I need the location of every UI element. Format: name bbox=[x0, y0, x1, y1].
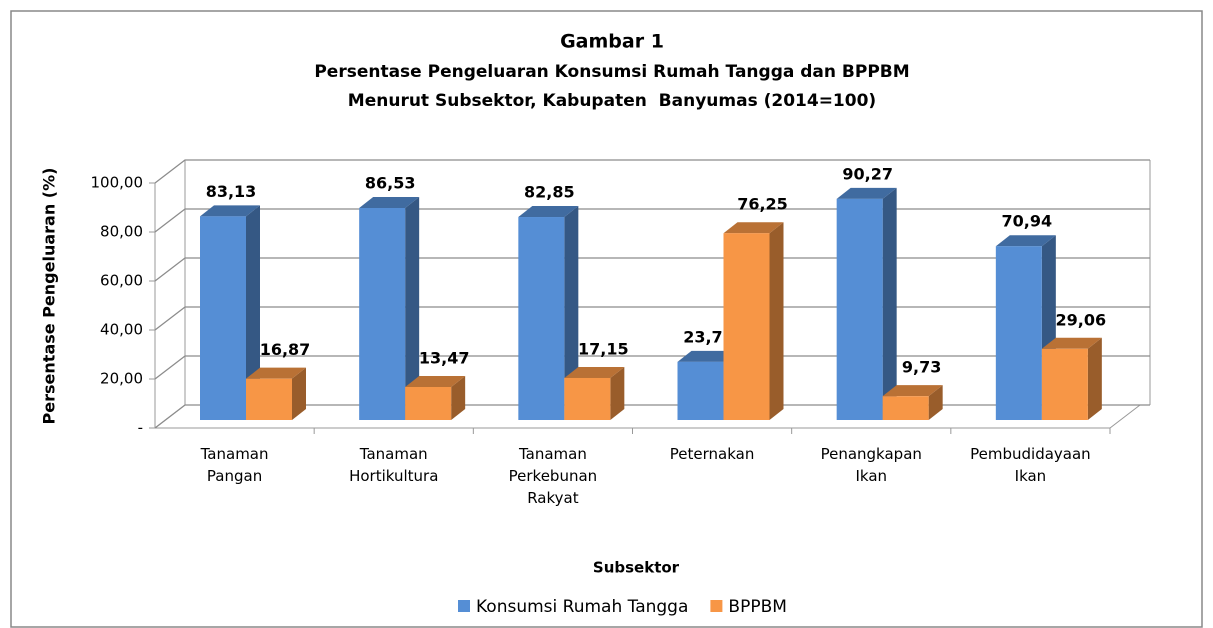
bar-top bbox=[405, 375, 466, 387]
x-tick-label: Pembudidayaan Ikan bbox=[970, 445, 1091, 485]
bar-side bbox=[292, 367, 306, 420]
bar-front bbox=[677, 361, 724, 420]
bar bbox=[1041, 337, 1102, 420]
bar-front bbox=[200, 216, 246, 420]
bar bbox=[995, 235, 1056, 420]
bar-side bbox=[769, 222, 784, 420]
y-tick-label: 60,00 bbox=[100, 272, 143, 290]
chart-subtitle: Persentase Pengeluaran Konsumsi Rumah Ta… bbox=[314, 62, 909, 82]
value-label: 90,27 bbox=[842, 164, 893, 183]
bar-top bbox=[882, 385, 943, 397]
bar-front bbox=[359, 208, 406, 420]
x-tick-label: Penangkapan Ikan bbox=[821, 445, 922, 485]
y-tick-label: 40,00 bbox=[100, 321, 143, 339]
bar-front bbox=[836, 198, 883, 420]
legend-label: BPPBM bbox=[728, 597, 787, 617]
chart-title: Gambar 1 bbox=[560, 31, 664, 53]
bar-top bbox=[723, 222, 784, 234]
bar-top bbox=[677, 350, 738, 362]
bar-front bbox=[518, 217, 565, 420]
bar-front bbox=[1041, 348, 1088, 420]
bar bbox=[882, 385, 943, 420]
bar-side bbox=[451, 375, 466, 420]
value-label: 23,75 bbox=[683, 327, 734, 346]
bar-top bbox=[564, 366, 625, 378]
bar-front bbox=[723, 233, 770, 420]
bar-top bbox=[1041, 337, 1102, 349]
bar-front bbox=[995, 246, 1042, 420]
bar bbox=[723, 222, 784, 420]
x-tick-label: Tanaman Pangan bbox=[200, 445, 269, 485]
bar-top bbox=[359, 197, 420, 209]
y-tick-label: 100,00 bbox=[91, 174, 144, 192]
chart-subtitle: Menurut Subsektor, Kabupaten Banyumas (2… bbox=[348, 91, 876, 111]
bar-side bbox=[405, 197, 420, 420]
y-tick-label: 80,00 bbox=[100, 223, 143, 241]
y-tick-label: - bbox=[138, 419, 143, 437]
bar-top bbox=[995, 235, 1056, 247]
x-tick-label: Peternakan bbox=[670, 445, 755, 463]
bar-front bbox=[246, 378, 292, 420]
bar-side bbox=[610, 366, 625, 420]
x-axis-label: Subsektor bbox=[593, 559, 680, 577]
grid-line bbox=[154, 208, 1150, 233]
bar-top bbox=[836, 187, 897, 199]
bar-side bbox=[882, 187, 897, 420]
value-label: 13,47 bbox=[419, 348, 470, 367]
bar bbox=[405, 375, 466, 420]
value-label: 29,06 bbox=[1056, 310, 1107, 329]
x-tick-label: Tanaman Hortikultura bbox=[349, 445, 438, 485]
bar-front bbox=[564, 377, 611, 420]
value-label: 86,53 bbox=[365, 174, 416, 193]
grid-line bbox=[154, 404, 1150, 429]
bar-front bbox=[405, 386, 452, 420]
value-label: 83,13 bbox=[206, 182, 257, 201]
value-label: 16,87 bbox=[260, 340, 311, 359]
y-tick-label: 20,00 bbox=[100, 370, 143, 388]
bar bbox=[836, 187, 897, 420]
bar-top bbox=[200, 205, 260, 217]
value-label: 70,94 bbox=[1002, 212, 1053, 231]
x-tick-label: Tanaman Perkebunan Rakyat bbox=[509, 445, 598, 507]
bar-side bbox=[246, 205, 260, 420]
legend-label: Konsumsi Rumah Tangga bbox=[476, 597, 688, 617]
bar bbox=[200, 205, 260, 420]
bar-front bbox=[882, 396, 929, 420]
bar-side bbox=[928, 385, 943, 420]
y-axis-label: Persentase Pengeluaran (%) bbox=[40, 168, 59, 425]
value-label: 9,73 bbox=[902, 358, 941, 377]
legend-swatch bbox=[458, 600, 470, 612]
value-label: 82,85 bbox=[524, 183, 575, 202]
bar bbox=[246, 367, 306, 420]
bar bbox=[359, 197, 420, 420]
bar-top bbox=[246, 367, 306, 379]
grid-line bbox=[154, 257, 1150, 282]
bar-side bbox=[1087, 337, 1102, 420]
bar-side bbox=[564, 206, 579, 420]
grid-line bbox=[154, 306, 1150, 331]
grid-line bbox=[154, 159, 1150, 184]
value-label: 17,15 bbox=[578, 339, 629, 358]
bar bbox=[518, 206, 579, 420]
grid-line bbox=[154, 355, 1150, 380]
value-label: 76,25 bbox=[737, 195, 788, 214]
legend-swatch bbox=[710, 600, 723, 612]
bar bbox=[564, 366, 625, 420]
bar-top bbox=[518, 206, 579, 218]
